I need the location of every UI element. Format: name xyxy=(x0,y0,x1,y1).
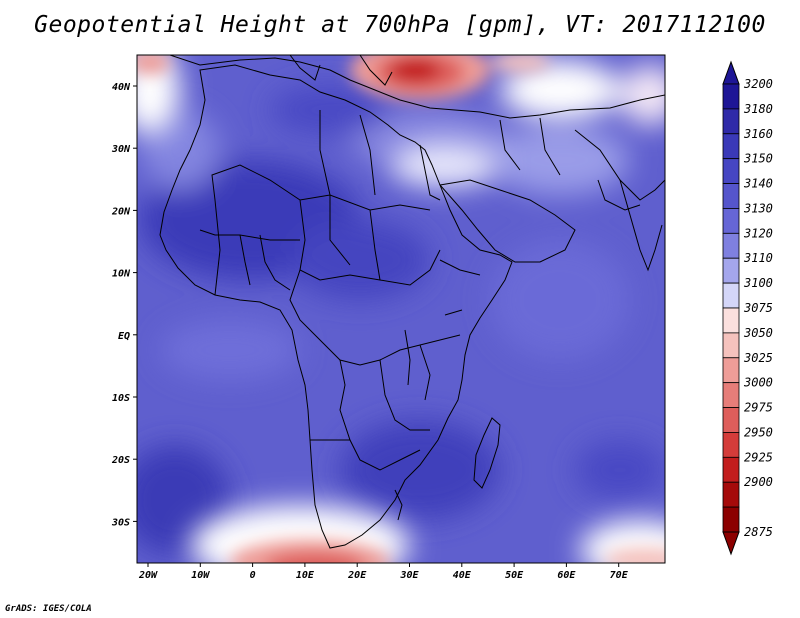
lat-tick-label: 30N xyxy=(111,144,131,155)
lat-tick-label: 10S xyxy=(112,393,130,404)
credit-text: GrADS: IGES/COLA xyxy=(5,604,92,614)
colorbar: 3200 3180 3160 3150 3140 3130 3120 3110 3100 3075… xyxy=(722,60,773,556)
height-field xyxy=(137,55,665,563)
colorbar-bottom-arrow xyxy=(722,531,740,556)
longitude-axis: 20W 10W 0 10E 20E 30E 40E 50E 60E 70E xyxy=(138,563,629,581)
colorbar-swatch xyxy=(722,282,740,309)
lon-tick-label: 40E xyxy=(453,570,472,581)
colorbar-label: 3075 xyxy=(743,301,773,315)
colorbar-swatch xyxy=(722,456,740,483)
colorbar-swatch xyxy=(722,407,740,433)
colorbar-swatch xyxy=(722,481,740,508)
lon-tick-label: 10W xyxy=(191,570,210,581)
colorbar-swatch xyxy=(722,232,740,259)
colorbar-swatch xyxy=(722,357,740,384)
colorbar-label: 3025 xyxy=(743,351,773,365)
colorbar-swatch xyxy=(722,332,740,359)
lon-tick-label: 60E xyxy=(557,570,576,581)
colorbar-label: 2900 xyxy=(744,475,773,489)
lon-tick-label: 20W xyxy=(138,570,158,581)
colorbar-swatch xyxy=(722,183,740,209)
coastlines xyxy=(159,55,665,549)
lat-tick-label: 30S xyxy=(111,517,130,528)
colorbar-label: 3140 xyxy=(743,177,773,191)
colorbar-label: 3110 xyxy=(743,251,773,265)
colorbar-top-arrow xyxy=(722,60,740,85)
colorbar-label: 3130 xyxy=(743,201,773,215)
lon-tick-label: 50E xyxy=(505,570,524,581)
lat-tick-label: EQ xyxy=(118,331,130,342)
colorbar-label: 3120 xyxy=(743,226,773,240)
colorbar-swatch xyxy=(722,158,740,184)
colorbar-label: 3000 xyxy=(743,376,773,390)
colorbar-swatch xyxy=(722,307,740,334)
colorbar-swatch xyxy=(722,83,740,110)
colorbar-swatch xyxy=(722,257,740,284)
lat-tick-label: 20N xyxy=(111,206,131,217)
colorbar-swatch xyxy=(722,108,740,135)
lon-tick-label: 10E xyxy=(296,570,315,581)
colorbar-label: 2925 xyxy=(744,450,773,464)
colorbar-label: 2950 xyxy=(744,425,773,439)
map-title: Geopotential Height at 700hPa [gpm], VT:… xyxy=(34,12,766,38)
lon-tick-label: 30E xyxy=(399,570,419,581)
colorbar-label: 2875 xyxy=(744,525,773,539)
lon-tick-label: 0 xyxy=(250,570,256,581)
colorbar-swatch xyxy=(722,382,740,408)
colorbar-label: 3050 xyxy=(743,326,773,340)
colorbar-swatch xyxy=(722,432,740,458)
colorbar-label: 3160 xyxy=(743,127,773,141)
lon-tick-label: 70E xyxy=(610,570,629,581)
lat-tick-label: 20S xyxy=(111,455,130,466)
colorbar-swatch xyxy=(722,208,740,234)
colorbar-label: 3200 xyxy=(743,77,773,91)
latitude-axis: 40N 30N 20N 10N EQ 10S 20S 30S xyxy=(111,82,137,528)
colorbar-label: 3180 xyxy=(743,102,773,116)
lon-tick-label: 20E xyxy=(347,570,367,581)
colorbar-label: 3150 xyxy=(743,152,773,166)
colorbar-label: 3100 xyxy=(743,276,773,290)
colorbar-swatch xyxy=(722,133,740,160)
colorbar-label: 2975 xyxy=(744,401,773,415)
lat-tick-label: 40N xyxy=(112,82,131,93)
colorbar-swatch xyxy=(722,506,740,533)
lat-tick-label: 10N xyxy=(112,269,131,280)
